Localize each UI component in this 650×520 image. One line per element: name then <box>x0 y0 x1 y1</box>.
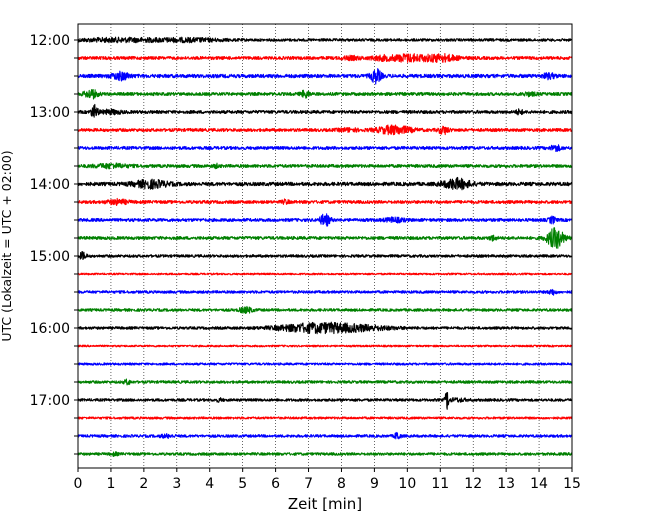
trace-line <box>77 344 573 348</box>
trace-line <box>77 305 573 314</box>
trace-layer <box>77 36 573 457</box>
x-axis-label: Zeit [min] <box>288 495 362 513</box>
y-tick-label: 15:00 <box>30 249 70 265</box>
x-tick-label: 1 <box>106 476 115 492</box>
y-tick-label: 13:00 <box>30 105 70 121</box>
grid-lines <box>110 24 540 468</box>
x-tick-label: 13 <box>497 476 515 492</box>
x-tick-label: 10 <box>398 476 416 492</box>
trace-line <box>77 451 573 457</box>
x-tick-label: 0 <box>74 476 83 492</box>
x-tick-label: 11 <box>431 476 449 492</box>
y-tick-label: 16:00 <box>30 321 70 337</box>
x-tick-label: 15 <box>563 476 581 492</box>
plot-frame <box>77 23 573 469</box>
trace-line <box>77 36 573 44</box>
x-tick-label: 5 <box>238 476 247 492</box>
trace-line <box>77 416 573 420</box>
y-tick-label: 17:00 <box>30 393 70 409</box>
trace-line <box>77 362 573 366</box>
trace-line <box>77 103 573 118</box>
x-axis-ticks: 0 1 2 3 4 5 6 7 8 9 10 11 12 13 14 15 <box>74 468 581 492</box>
trace-line <box>77 251 573 261</box>
trace-line <box>77 162 573 170</box>
y-tick-label: 12:00 <box>30 33 70 49</box>
trace-line <box>77 321 573 335</box>
trace-line <box>77 227 573 249</box>
trace-line <box>77 288 573 296</box>
trace-line <box>77 68 573 85</box>
trace-line <box>77 431 573 440</box>
x-tick-label: 6 <box>271 476 280 492</box>
trace-line <box>77 378 573 386</box>
trace-line <box>77 124 573 136</box>
y-axis-label: UTC (Lokalzeit = UTC + 02:00) <box>0 150 14 341</box>
trace-line <box>77 89 573 100</box>
trace-line <box>77 52 573 63</box>
x-tick-label: 2 <box>139 476 148 492</box>
y-axis-ticks: 12:00 13:00 14:00 15:00 16:00 17:00 <box>30 33 78 455</box>
x-tick-label: 14 <box>530 476 548 492</box>
trace-line <box>77 213 573 227</box>
y-tick-label: 14:00 <box>30 177 70 193</box>
x-tick-label: 7 <box>304 476 313 492</box>
trace-line <box>77 197 573 207</box>
trace-line <box>77 144 573 153</box>
x-tick-label: 12 <box>464 476 482 492</box>
trace-line <box>77 272 573 276</box>
x-tick-label: 4 <box>205 476 214 492</box>
trace-line <box>77 392 573 410</box>
x-tick-label: 8 <box>337 476 346 492</box>
x-tick-label: 9 <box>370 476 379 492</box>
trace-line <box>77 176 573 191</box>
x-tick-label: 3 <box>172 476 181 492</box>
